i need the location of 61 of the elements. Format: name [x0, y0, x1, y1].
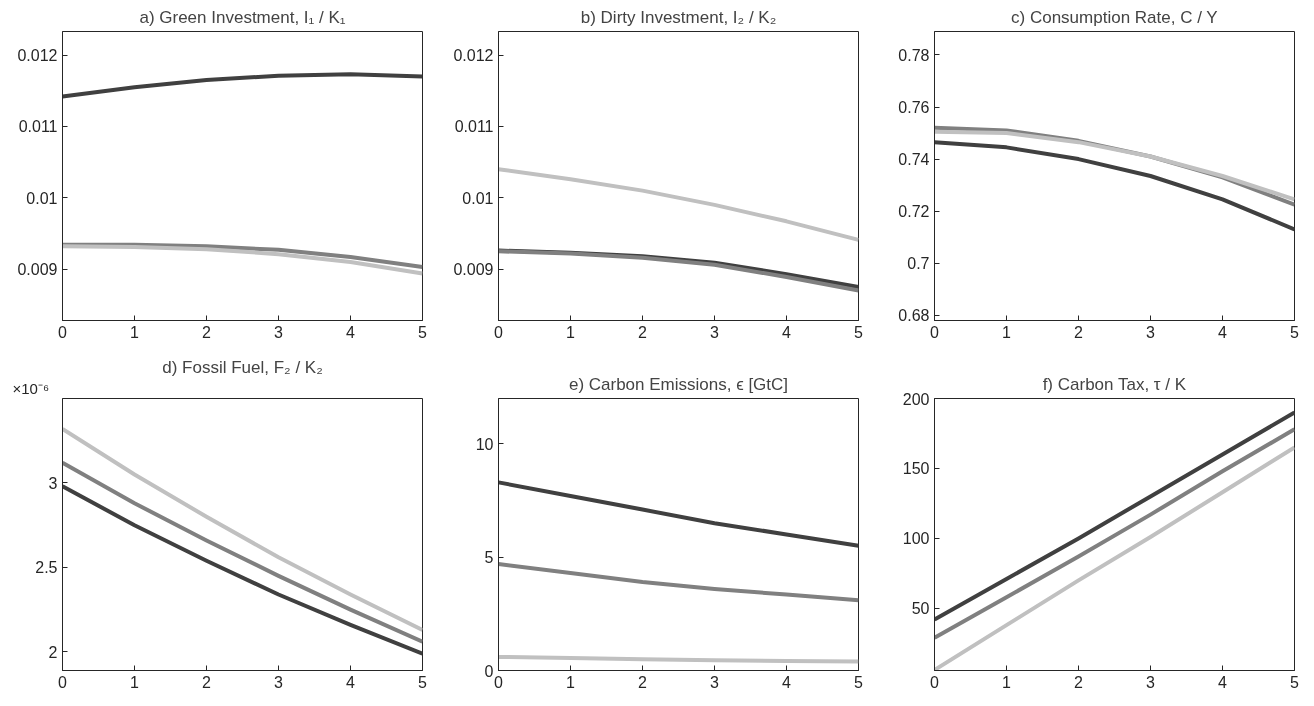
y-tick-label: 10 [475, 435, 494, 453]
x-tick-label: 4 [346, 323, 356, 341]
y-tick-label: 2 [48, 643, 58, 661]
x-tick-label: 4 [782, 673, 792, 691]
x-tick-label: 4 [1218, 323, 1228, 341]
x-tick-label: 1 [1002, 673, 1012, 691]
x-tick-label: 3 [710, 323, 720, 341]
y-tick-label: 0.011 [18, 118, 58, 136]
x-tick-label: 5 [1290, 673, 1300, 691]
x-tick-label: 4 [782, 323, 792, 341]
x-tick-label: 2 [1074, 673, 1084, 691]
y-tick-label: 0.009 [453, 261, 494, 279]
x-tick-label: 3 [274, 323, 284, 341]
y-tick-label: 0.68 [898, 307, 930, 325]
y-tick-label: 0.76 [898, 99, 930, 116]
x-tick-label: 5 [418, 673, 428, 691]
y-tick-label: 0.72 [898, 203, 930, 221]
y-tick-label: 0.7 [907, 255, 930, 273]
x-tick-label: 2 [202, 323, 212, 341]
y-tick-label: 0.009 [17, 261, 58, 279]
x-tick-label: 1 [130, 323, 140, 341]
x-tick-label: 3 [1146, 673, 1156, 691]
y-tick-label: 0.01 [462, 189, 494, 207]
y-tick-label: 2.5 [35, 559, 58, 577]
y-tick-label: 0.012 [453, 47, 494, 65]
x-tick-label: 1 [1002, 323, 1012, 341]
x-tick-label: 5 [854, 673, 864, 691]
x-tick-label: 5 [854, 323, 864, 341]
x-tick-label: 1 [130, 673, 140, 691]
chart-title: f) Carbon Tax, τ / K [1042, 374, 1187, 394]
x-tick-label: 3 [710, 673, 720, 691]
y-tick-label: 0.012 [17, 47, 58, 65]
x-tick-label: 4 [346, 673, 356, 691]
y-tick-label: 3 [48, 474, 58, 492]
y-tick-label: 0.011 [454, 118, 494, 136]
text: ×10⁻⁶ [12, 379, 50, 397]
x-tick-label: 1 [566, 673, 576, 691]
x-tick-label: 2 [202, 673, 212, 691]
x-tick-label: 2 [638, 673, 648, 691]
x-tick-label: 5 [418, 323, 428, 341]
y-tick-label: 50 [911, 600, 930, 618]
x-tick-label: 3 [274, 673, 284, 691]
chart-title: b) Dirty Investment, I₂ / K₂ [580, 7, 777, 27]
x-tick-label: 2 [638, 323, 648, 341]
y-tick-label: 0.01 [26, 189, 58, 207]
y-tick-label: 150 [902, 460, 930, 478]
y-tick-label: 0.78 [898, 46, 930, 64]
chart-title: d) Fossil Fuel, F₂ / K₂ [162, 357, 323, 377]
chart-title: a) Green Investment, I₁ / K₁ [139, 7, 346, 27]
x-tick-label: 5 [1290, 323, 1300, 341]
chart-title: e) Carbon Emissions, ϵ [GtC] [568, 374, 789, 394]
x-tick-label: 2 [1074, 323, 1084, 341]
y-tick-label: 0 [484, 662, 494, 680]
x-tick-label: 3 [1146, 323, 1156, 341]
x-tick-label: 4 [1218, 673, 1228, 691]
y-tick-label: 100 [902, 530, 930, 548]
y-tick-label: 5 [484, 549, 494, 567]
y-tick-label: 200 [902, 390, 930, 408]
y-tick-label: 0.74 [898, 151, 930, 169]
chart-title: c) Consumption Rate, C / Y [1011, 7, 1218, 27]
x-tick-label: 1 [566, 323, 576, 341]
